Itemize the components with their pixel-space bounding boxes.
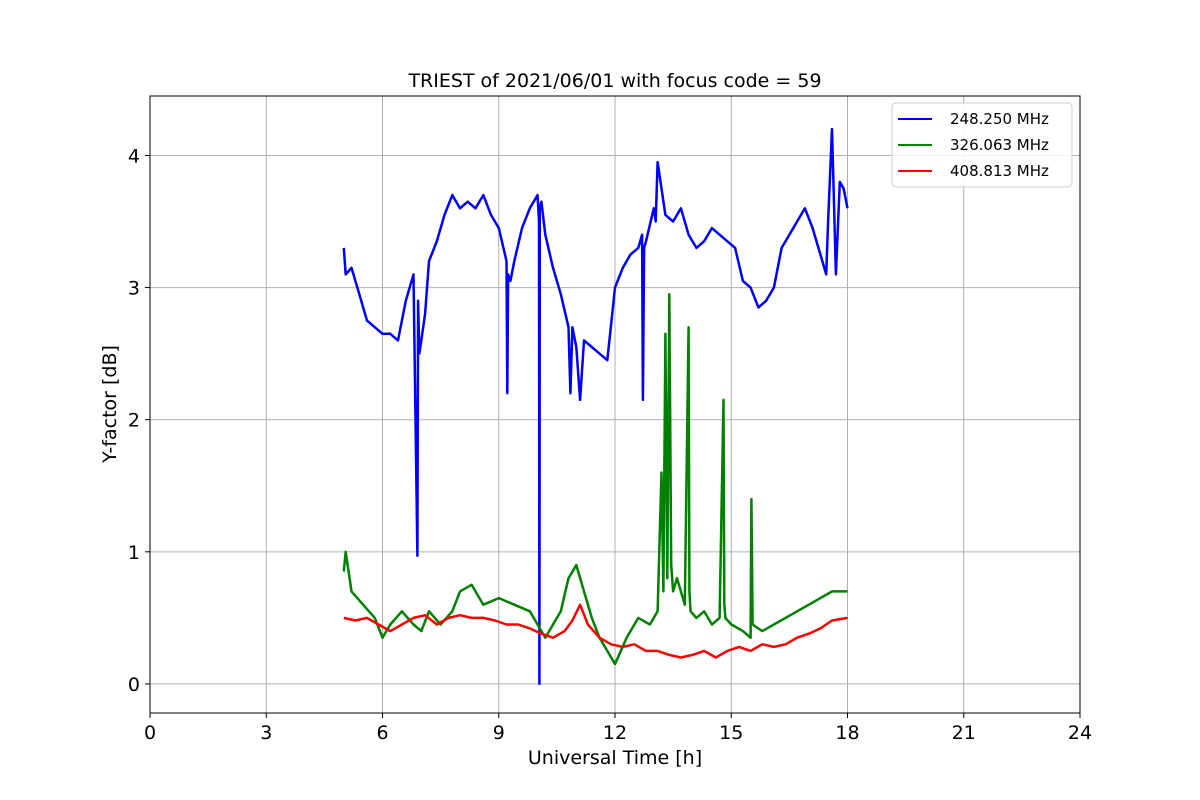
legend-box	[891, 102, 1073, 188]
y-tick-label: 1	[128, 542, 140, 564]
y-tick-label: 0	[128, 674, 140, 696]
y-tick-label: 3	[128, 278, 140, 300]
series-line-3	[343, 603, 848, 659]
legend: 248.250 MHz 326.063 MHz 408.813 MHz	[891, 102, 1073, 188]
x-tick-label: 18	[835, 722, 859, 744]
series-line-2	[342, 292, 848, 666]
legend-label: 248.250 MHz	[950, 110, 1049, 128]
y-axis: 0 1 2 3 4	[128, 145, 150, 696]
x-tick-label: 3	[260, 722, 272, 744]
series-line-1	[342, 127, 849, 686]
x-axis: 0 3 6 9 12 15 18 21 24	[144, 713, 1092, 744]
x-tick-label: 12	[603, 722, 627, 744]
x-tick-label: 0	[144, 722, 156, 744]
x-axis-title: Universal Time [h]	[528, 747, 702, 769]
x-tick-label: 21	[952, 722, 976, 744]
x-tick-label: 15	[719, 722, 743, 744]
series-layer	[342, 127, 849, 686]
x-tick-label: 24	[1068, 722, 1092, 744]
chart-title: TRIEST of 2021/06/01 with focus code = 5…	[407, 70, 821, 92]
legend-label: 326.063 MHz	[950, 136, 1049, 154]
y-tick-label: 2	[128, 410, 140, 432]
legend-label: 408.813 MHz	[950, 162, 1049, 180]
x-tick-label: 6	[376, 722, 388, 744]
y-axis-title: Y-factor [dB]	[99, 345, 121, 464]
x-tick-label: 9	[493, 722, 505, 744]
y-tick-label: 4	[128, 145, 140, 167]
